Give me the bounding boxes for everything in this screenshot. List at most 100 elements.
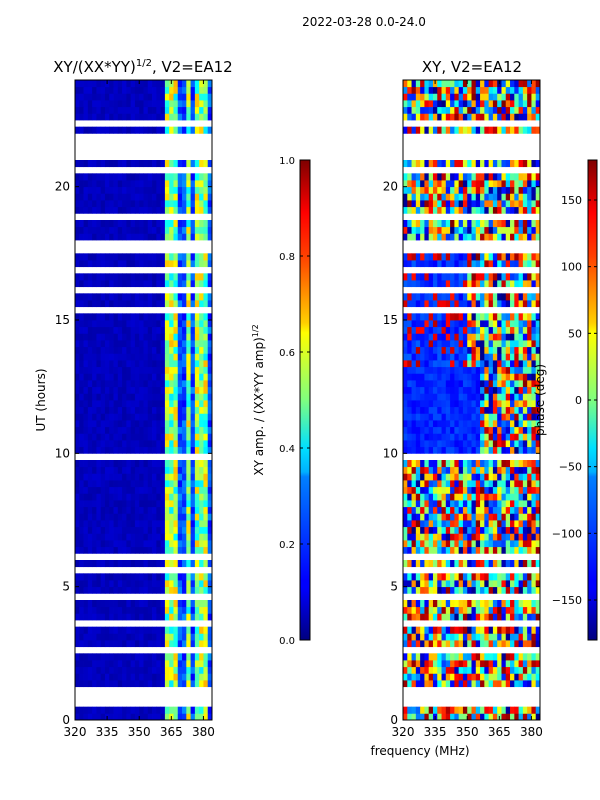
heatmap-cell: [415, 220, 421, 228]
heatmap-cell: [454, 160, 460, 168]
heatmap-cell: [535, 260, 541, 268]
heatmap-cell: [420, 366, 425, 374]
heatmap-cell: [160, 106, 166, 114]
heatmap-cell: [424, 220, 430, 228]
heatmap-cell: [199, 226, 204, 234]
heatmap-cell: [194, 113, 200, 121]
heatmap-cell: [420, 706, 425, 714]
heatmap-cell: [432, 500, 438, 508]
heatmap-cell: [458, 713, 464, 721]
heatmap-cell: [510, 186, 515, 194]
heatmap-cell: [194, 293, 200, 301]
heatmap-cell: [122, 186, 127, 194]
heatmap-cell: [437, 386, 442, 394]
heatmap-cell: [424, 560, 430, 568]
heatmap-cell: [527, 293, 532, 301]
heatmap-cell: [407, 200, 412, 208]
heatmap-cell: [514, 106, 519, 114]
heatmap-cell: [501, 180, 507, 188]
heatmap-cell: [130, 486, 136, 494]
heatmap-cell: [480, 666, 485, 674]
heatmap-cell: [535, 613, 541, 621]
heatmap-cell: [130, 600, 136, 608]
heatmap-cell: [437, 293, 442, 301]
heatmap-cell: [432, 493, 438, 501]
heatmap-cell: [164, 540, 170, 548]
heatmap-cell: [527, 320, 532, 328]
heatmap-cell: [126, 360, 132, 368]
heatmap-cell: [411, 513, 417, 521]
heatmap-cell: [182, 606, 187, 614]
heatmap-cell: [104, 160, 110, 168]
heatmap-cell: [454, 500, 460, 508]
heatmap-cell: [156, 633, 162, 641]
heatmap-cell: [480, 160, 485, 168]
heatmap-cell: [104, 506, 110, 514]
heatmap-cell: [104, 660, 110, 668]
heatmap-cell: [501, 473, 507, 481]
heatmap-cell: [79, 113, 84, 121]
heatmap-cell: [510, 513, 515, 521]
heatmap-cell: [75, 193, 80, 201]
heatmap-cell: [164, 273, 170, 281]
heatmap-cell: [122, 586, 127, 594]
heatmap-cell: [471, 386, 477, 394]
heatmap-cell: [194, 300, 200, 308]
heatmap-cell: [467, 706, 472, 714]
heatmap-cell: [415, 333, 421, 341]
heatmap-cell: [415, 506, 421, 514]
heatmap-cell: [100, 613, 106, 621]
heatmap-cell: [488, 613, 494, 621]
heatmap-cell: [407, 346, 412, 354]
heatmap-cell: [514, 220, 519, 228]
colorbar-tick-label: 0.0: [279, 636, 295, 647]
heatmap-cell: [164, 713, 170, 721]
heatmap-cell: [83, 320, 89, 328]
heatmap-cell: [428, 233, 434, 241]
heatmap-cell: [143, 340, 149, 348]
heatmap-cell: [92, 500, 97, 508]
heatmap-cell: [437, 340, 442, 348]
heatmap-cell: [164, 613, 170, 621]
heatmap-cell: [450, 713, 455, 721]
heatmap-cell: [199, 373, 204, 381]
heatmap-cell: [445, 606, 451, 614]
heatmap-cell: [109, 326, 114, 334]
heatmap-cell: [527, 326, 532, 334]
heatmap-cell: [450, 680, 455, 688]
heatmap-cell: [437, 366, 442, 374]
heatmap-cell: [83, 340, 89, 348]
heatmap-cell: [75, 313, 80, 321]
heatmap-cell: [420, 200, 425, 208]
heatmap-cell: [510, 560, 515, 568]
heatmap-cell: [415, 706, 421, 714]
heatmap-cell: [437, 233, 442, 241]
heatmap-cell: [415, 606, 421, 614]
heatmap-cell: [156, 346, 162, 354]
heatmap-cell: [420, 280, 425, 288]
heatmap-cell: [182, 233, 187, 241]
heatmap-cell: [182, 413, 187, 421]
heatmap-cell: [415, 426, 421, 434]
heatmap-cell: [403, 206, 408, 214]
heatmap-cell: [194, 520, 200, 528]
heatmap-cell: [497, 493, 502, 501]
heatmap-cell: [535, 226, 541, 234]
heatmap-cell: [109, 506, 114, 514]
y-tick-label: 5: [62, 580, 70, 594]
heatmap-cell: [510, 193, 515, 201]
heatmap-cell: [169, 346, 174, 354]
heatmap-cell: [475, 200, 481, 208]
heatmap-cell: [79, 326, 84, 334]
heatmap-cell: [152, 353, 157, 361]
heatmap-cell: [75, 640, 80, 648]
heatmap-cell: [160, 353, 166, 361]
heatmap-cell: [169, 486, 174, 494]
heatmap-cell: [186, 500, 191, 508]
heatmap-cell: [143, 206, 149, 214]
heatmap-cell: [535, 353, 541, 361]
heatmap-cell: [467, 293, 472, 301]
heatmap-cell: [104, 400, 110, 408]
heatmap-cell: [83, 386, 89, 394]
heatmap-cell: [160, 300, 166, 308]
